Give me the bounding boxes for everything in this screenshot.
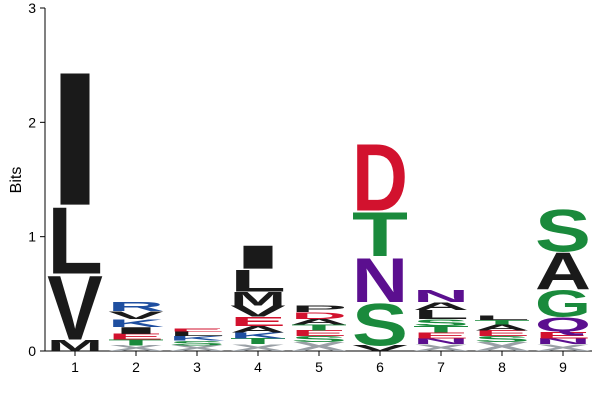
y-axis: 0 1 2 3 Bits	[8, 0, 46, 359]
logo-letter: A	[413, 300, 469, 312]
logo-letter: V	[108, 309, 164, 321]
logo-letter: A	[474, 323, 530, 332]
logo-letter: D	[291, 310, 347, 321]
logo-letter: L	[474, 314, 530, 321]
logo-letter: I	[47, 32, 103, 246]
logo-letter: P	[291, 304, 347, 315]
logo-letter: X	[291, 340, 347, 354]
logo-letter: T	[413, 324, 469, 335]
logo-letter: R	[108, 300, 164, 314]
logo-letter: X	[474, 340, 530, 354]
logo-letter: E	[108, 332, 164, 341]
logo-letter: S	[291, 335, 347, 344]
logo-letter: V	[47, 256, 103, 360]
logo-letter: X	[108, 344, 164, 353]
logo-letter: D	[352, 125, 408, 231]
logo-stacks: MVLIXTEIKVRXSKLEXTKAEVMLIXSETADPVSNTDXNE…	[47, 32, 591, 360]
y-tick-label: 2	[28, 114, 36, 130]
logo-letter: S	[352, 292, 408, 359]
logo-letter: E	[169, 327, 225, 332]
logo-letter: X	[230, 342, 286, 353]
logo-letter: Q	[535, 313, 591, 336]
logo-letter: V	[352, 344, 408, 353]
x-tick-label: 5	[315, 359, 323, 375]
logo-letter: T	[108, 338, 164, 347]
x-tick-label: 9	[559, 359, 567, 375]
logo-letter: E	[474, 329, 530, 338]
logo-letter: E	[230, 314, 286, 328]
x-tick-label: 6	[376, 359, 384, 375]
logo-letter: V	[230, 302, 286, 320]
logo-letter: M	[230, 288, 286, 309]
logo-letter: T	[291, 323, 347, 332]
logo-letter: N	[413, 337, 469, 346]
y-axis-title: Bits	[8, 167, 25, 194]
logo-letter: S	[413, 317, 469, 328]
logo-letter: L	[413, 308, 469, 322]
y-tick-label: 1	[28, 229, 36, 245]
logo-letter: E	[291, 329, 347, 338]
logo-letter: I	[108, 325, 164, 336]
y-tick-label: 0	[28, 343, 36, 359]
logo-letter: T	[230, 337, 286, 346]
logo-letter: E	[413, 331, 469, 340]
logo-letter: X	[169, 344, 225, 353]
x-tick-label: 7	[437, 359, 445, 375]
logo-letter: T	[474, 319, 530, 326]
logo-letter: K	[169, 335, 225, 342]
x-tick-label: 2	[132, 359, 140, 375]
logo-letter: X	[535, 342, 591, 353]
logo-letter: X	[413, 342, 469, 353]
logo-letter: L	[230, 263, 286, 299]
x-tick-label: 1	[71, 359, 79, 375]
logo-letter: E	[535, 330, 591, 341]
logo-letter: G	[535, 283, 591, 325]
x-tick-label: 3	[193, 359, 201, 375]
logo-letter: L	[47, 187, 103, 294]
logo-letter: N	[535, 337, 591, 346]
logo-letter: A	[535, 243, 591, 302]
logo-letter: S	[474, 335, 530, 344]
logo-letter: T	[352, 199, 408, 270]
logo-letter: I	[230, 238, 286, 275]
logo-letter: L	[169, 330, 225, 337]
logo-letter: S	[169, 340, 225, 347]
logo-letter: A	[291, 318, 347, 327]
logo-letter: K	[230, 331, 286, 340]
logo-letter: N	[413, 286, 469, 306]
logo-letter: S	[535, 198, 591, 265]
x-tick-label: 8	[498, 359, 506, 375]
logo-letter: K	[108, 317, 164, 329]
x-tick-label: 4	[254, 359, 262, 375]
logo-letter: N	[352, 245, 408, 316]
logo-letter: A	[230, 324, 286, 335]
y-tick-label: 3	[28, 0, 36, 16]
x-axis: 1 2 3 4 5 6 7 8 9	[45, 350, 592, 375]
logo-letter: M	[47, 337, 103, 355]
